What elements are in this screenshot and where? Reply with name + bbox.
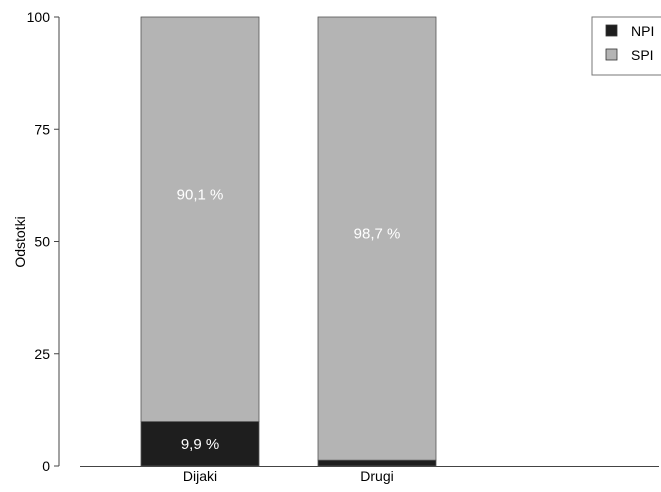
legend-swatch-spi <box>605 48 618 61</box>
bar-drugi-npi <box>317 459 437 467</box>
x-tick-label-dijaki: Dijaki <box>183 468 217 484</box>
axes: 0 25 50 75 100 Dijaki Drugi <box>27 9 659 484</box>
x-tick-label-drugi: Drugi <box>360 468 393 484</box>
y-tick-label-1: 25 <box>34 346 50 362</box>
legend-box <box>591 16 661 76</box>
bar-dijaki-npi <box>140 421 260 467</box>
bar-dijaki-spi <box>140 16 260 422</box>
legend-label-spi: SPI <box>631 47 654 63</box>
y-axis-title: Odstotki <box>12 216 28 267</box>
y-tick-label-4: 100 <box>27 9 51 25</box>
data-label-dijaki-spi: 90,1 % <box>177 186 224 203</box>
y-tick-label-0: 0 <box>42 458 50 474</box>
legend: NPI SPI <box>591 16 661 76</box>
y-tick-label-2: 50 <box>34 234 50 250</box>
y-tick-label-3: 75 <box>34 121 50 137</box>
legend-swatch-npi <box>605 24 618 37</box>
bars <box>140 16 437 467</box>
legend-label-npi: NPI <box>631 23 654 39</box>
data-label-dijaki-npi: 9,9 % <box>181 436 219 453</box>
data-label-drugi-spi: 98,7 % <box>354 226 401 243</box>
bar-drugi-spi <box>317 16 437 461</box>
data-labels: 9,9 % 90,1 % 98,7 % <box>177 186 401 453</box>
